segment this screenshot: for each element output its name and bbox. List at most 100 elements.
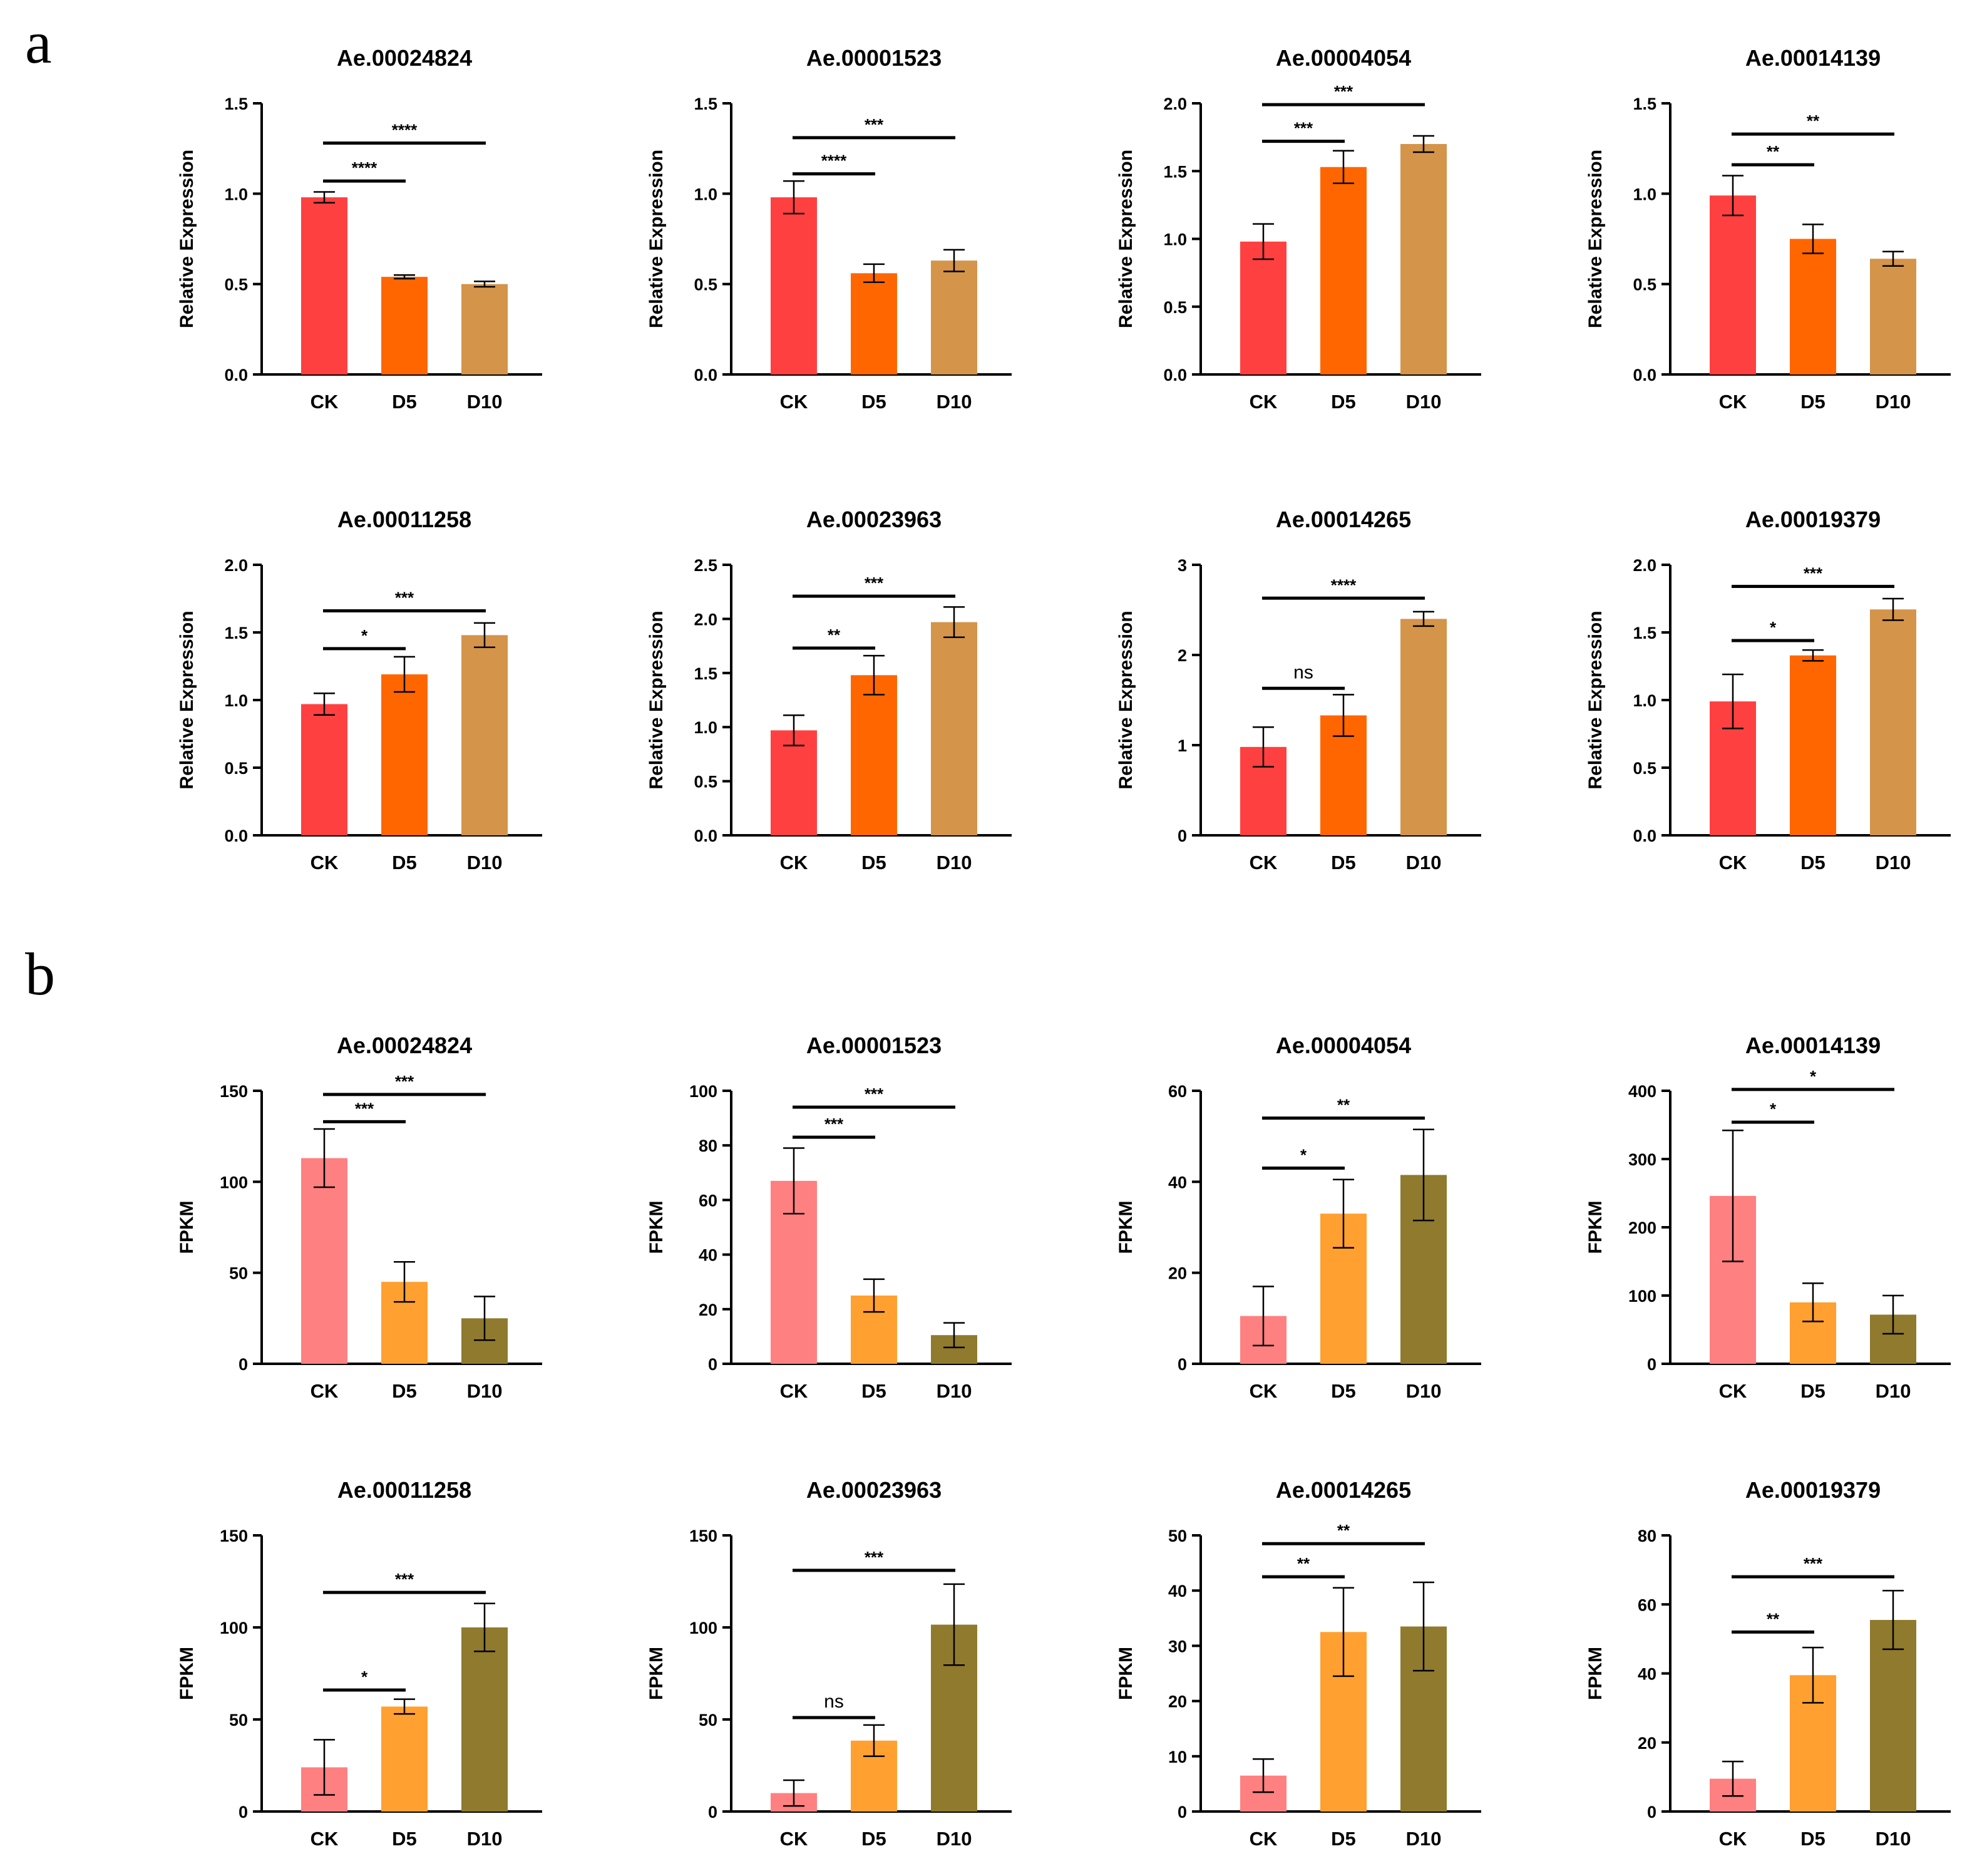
y-tick-label: 0 [1178, 827, 1187, 845]
x-tick-label: D10 [937, 1828, 972, 1850]
y-tick-label: 100 [220, 1173, 248, 1192]
x-tick-label: D10 [467, 852, 503, 874]
x-tick-label: CK [1719, 1828, 1747, 1850]
y-tick-label: 0.0 [1633, 366, 1656, 384]
y-tick-label: 1.0 [694, 185, 717, 204]
x-tick-label: CK [1719, 852, 1747, 874]
y-axis-label: FPKM [1116, 1201, 1136, 1254]
x-tick-label: D10 [1406, 852, 1442, 874]
y-axis-label: Relative Expression [1585, 150, 1606, 328]
significance-label: ** [1297, 1554, 1310, 1573]
significance-label: ns [824, 1691, 844, 1712]
x-tick-label: D5 [1800, 1380, 1826, 1402]
significance-label: * [1770, 618, 1777, 637]
bar-d5 [381, 674, 428, 835]
bar-d5 [1320, 167, 1367, 374]
significance-label: *** [1804, 564, 1823, 583]
x-tick-label: CK [1250, 852, 1278, 874]
x-tick-label: D10 [1406, 1828, 1442, 1850]
y-tick-label: 60 [1638, 1595, 1656, 1614]
chart-title: Ae.00023963 [806, 1477, 942, 1503]
x-tick-label: D5 [861, 1828, 886, 1850]
x-tick-label: D5 [1800, 391, 1826, 413]
y-tick-label: 3 [1178, 556, 1187, 575]
significance-label: * [361, 1667, 368, 1686]
y-tick-label: 0 [1178, 1355, 1187, 1374]
significance-label: *** [865, 1548, 884, 1567]
panel-letter-a: a [25, 9, 52, 76]
y-tick-label: 2 [1178, 646, 1187, 665]
bar-d10 [1870, 609, 1916, 835]
x-tick-label: D5 [861, 391, 886, 413]
bar-ck [771, 197, 817, 374]
bar-d10 [461, 635, 508, 835]
bar-d10 [931, 622, 977, 835]
y-axis-label: Relative Expression [646, 611, 667, 789]
x-tick-label: CK [780, 852, 808, 874]
bar-d10 [461, 1627, 508, 1812]
significance-label: *** [395, 1072, 414, 1091]
x-tick-label: D5 [861, 1380, 886, 1402]
y-axis-label: FPKM [1585, 1647, 1606, 1700]
y-tick-label: 2.0 [1633, 556, 1656, 575]
significance-label: ** [1337, 1096, 1350, 1115]
bar-d10 [1870, 259, 1916, 374]
y-tick-label: 1.5 [694, 95, 717, 113]
y-axis-label: Relative Expression [177, 611, 197, 789]
y-tick-label: 1.5 [1633, 624, 1656, 642]
x-tick-label: D10 [467, 1828, 503, 1850]
bar-d10 [461, 284, 508, 374]
y-tick-label: 200 [1628, 1219, 1656, 1237]
y-tick-label: 100 [1628, 1287, 1656, 1306]
y-tick-label: 60 [1168, 1082, 1187, 1101]
chart-title: Ae.00011258 [337, 1477, 471, 1503]
y-tick-label: 50 [229, 1711, 248, 1729]
panel-letter-b: b [25, 941, 55, 1008]
chart-a-7: Ae.00014265 0 1 2 3 Relative Expression CK D5 D1… [1116, 507, 1481, 874]
y-tick-label: 80 [1638, 1527, 1656, 1545]
x-tick-label: D10 [1876, 1380, 1911, 1402]
x-tick-label: D5 [1331, 852, 1356, 874]
x-tick-label: D5 [1331, 1380, 1356, 1402]
y-axis-label: Relative Expression [1116, 150, 1136, 328]
chart-title: Ae.00014139 [1745, 1033, 1881, 1058]
significance-label: ** [828, 626, 841, 644]
chart-title: Ae.00014265 [1276, 507, 1411, 532]
chart-b-1: Ae.00024824 0 50 100 150 FPKM CK D5 D10 *** *** [177, 1033, 542, 1402]
y-axis-label: Relative Expression [1585, 611, 1606, 789]
significance-label: *** [395, 1570, 414, 1589]
x-tick-label: CK [311, 852, 339, 874]
chart-a-6: Ae.00023963 0.0 0.5 1.0 1.5 2.0 2.5 Relative Ex… [646, 507, 1012, 874]
significance-label: *** [1804, 1554, 1823, 1573]
y-axis-label: FPKM [177, 1647, 197, 1700]
x-tick-label: CK [1719, 1380, 1747, 1402]
y-tick-label: 150 [689, 1527, 717, 1545]
x-tick-label: D5 [392, 852, 417, 874]
bar-d5 [851, 273, 897, 374]
x-tick-label: D5 [1331, 1828, 1356, 1850]
y-tick-label: 20 [1168, 1693, 1187, 1711]
chart-a-1: Ae.00024824 0.0 0.5 1.0 1.5 Relative Expressi… [177, 45, 542, 413]
y-tick-label: 0.0 [1633, 827, 1656, 845]
significance-label: * [1770, 1100, 1777, 1118]
x-tick-label: D10 [1406, 391, 1442, 413]
significance-label: ns [1293, 662, 1313, 683]
x-tick-label: CK [311, 1828, 339, 1850]
bar-d10 [1400, 143, 1447, 374]
chart-a-4: Ae.00014139 0.0 0.5 1.0 1.5 Relative Expressi… [1585, 45, 1951, 413]
y-tick-label: 1.5 [694, 664, 717, 683]
y-tick-label: 1 [1178, 736, 1187, 755]
y-tick-label: 0.5 [1633, 759, 1656, 778]
chart-title: Ae.00019379 [1745, 507, 1881, 532]
y-tick-label: 0 [1647, 1803, 1656, 1822]
significance-label: *** [355, 1099, 374, 1118]
x-tick-label: CK [780, 1828, 808, 1850]
y-tick-label: 30 [1168, 1637, 1187, 1656]
chart-title: Ae.00014139 [1745, 45, 1881, 71]
bar-d5 [1790, 655, 1836, 835]
significance-label: **** [352, 158, 377, 177]
significance-label: **** [1331, 575, 1357, 594]
y-tick-label: 40 [699, 1246, 717, 1265]
x-tick-label: CK [1250, 1380, 1278, 1402]
y-tick-label: 40 [1168, 1582, 1187, 1600]
